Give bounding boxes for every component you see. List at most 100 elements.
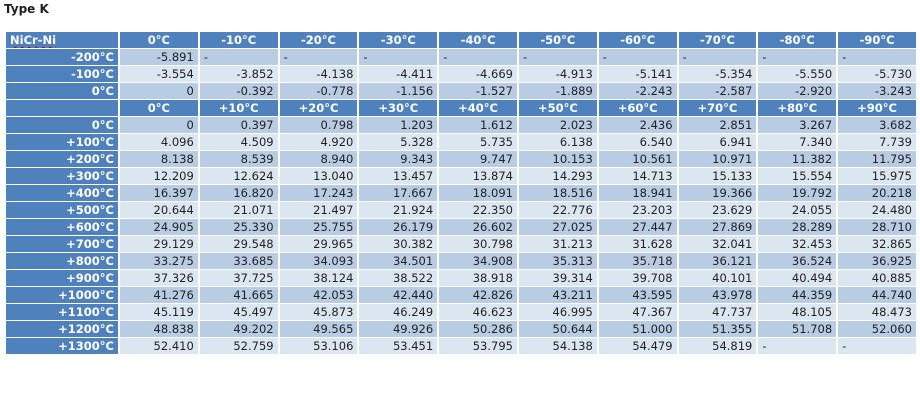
row-header: +900°C bbox=[6, 270, 118, 286]
column-header: +30°C bbox=[359, 100, 438, 116]
table-cell: 0.397 bbox=[199, 117, 278, 133]
table-cell: 12.624 bbox=[199, 168, 278, 184]
table-cell: 19.792 bbox=[758, 185, 837, 201]
table-cell: 54.819 bbox=[678, 338, 757, 354]
table-cell: 20.644 bbox=[120, 202, 198, 218]
table-cell: 18.941 bbox=[598, 185, 677, 201]
table-row: +300°C 12.209 12.624 13.040 13.457 13.874 14.2… bbox=[6, 168, 916, 184]
table-cell: 35.718 bbox=[598, 253, 677, 269]
table-cell: 38.918 bbox=[439, 270, 517, 286]
table-cell: 18.516 bbox=[518, 185, 597, 201]
table-cell: 29.548 bbox=[199, 236, 278, 252]
table-cell: -5.891 bbox=[120, 49, 198, 65]
negative-header-row: NiCr-Ni 0°C -10°C -20°C -30°C -40°C -50°C -60°C… bbox=[6, 32, 916, 48]
table-cell: 40.885 bbox=[838, 270, 916, 286]
table-cell: 35.313 bbox=[518, 253, 597, 269]
table-cell: -1.527 bbox=[439, 83, 517, 99]
table-cell: 49.926 bbox=[359, 321, 438, 337]
table-cell: 52.759 bbox=[199, 338, 278, 354]
row-header: +400°C bbox=[6, 185, 118, 201]
table-cell: 12.209 bbox=[120, 168, 198, 184]
table-row: +100°C 4.096 4.509 4.920 5.328 5.735 6.138 6.54… bbox=[6, 134, 916, 150]
table-cell: 32.041 bbox=[678, 236, 757, 252]
table-cell: - bbox=[758, 338, 837, 354]
table-cell: - bbox=[838, 49, 916, 65]
table-cell: -2.920 bbox=[758, 83, 837, 99]
table-cell: 8.138 bbox=[120, 151, 198, 167]
table-cell: 14.713 bbox=[598, 168, 677, 184]
table-row: +700°C 29.129 29.548 29.965 30.382 30.798 31.2… bbox=[6, 236, 916, 252]
table-cell: 34.501 bbox=[359, 253, 438, 269]
table-cell: 43.211 bbox=[518, 287, 597, 303]
table-cell: 36.121 bbox=[678, 253, 757, 269]
table-cell: 39.708 bbox=[598, 270, 677, 286]
column-header: -40°C bbox=[439, 32, 517, 48]
table-cell: 21.924 bbox=[359, 202, 438, 218]
table-cell: 4.096 bbox=[120, 134, 198, 150]
row-header: -100°C bbox=[6, 66, 118, 82]
table-row: +1300°C 52.410 52.759 53.106 53.451 53.795 54.… bbox=[6, 338, 916, 354]
positive-header-row: 0°C +10°C +20°C +30°C +40°C +50°C +60°C +70°C +8… bbox=[6, 100, 916, 116]
table-cell: 7.739 bbox=[838, 134, 916, 150]
table-cell: 44.740 bbox=[838, 287, 916, 303]
negative-corner-cell: NiCr-Ni bbox=[6, 32, 118, 48]
table-row: +600°C 24.905 25.330 25.755 26.179 26.602 27.0… bbox=[6, 219, 916, 235]
table-cell: 28.289 bbox=[758, 219, 837, 235]
table-cell: 11.795 bbox=[838, 151, 916, 167]
table-row: +500°C 20.644 21.071 21.497 21.924 22.350 22.7… bbox=[6, 202, 916, 218]
table-cell: 14.293 bbox=[518, 168, 597, 184]
table-cell: 52.410 bbox=[120, 338, 198, 354]
column-header: -20°C bbox=[279, 32, 358, 48]
table-cell: - bbox=[838, 338, 916, 354]
column-header: -60°C bbox=[598, 32, 677, 48]
table-cell: 51.000 bbox=[598, 321, 677, 337]
table-cell: 20.218 bbox=[838, 185, 916, 201]
table-cell: 49.565 bbox=[279, 321, 358, 337]
table-cell: -4.411 bbox=[359, 66, 438, 82]
table-cell: 49.202 bbox=[199, 321, 278, 337]
table-cell: 13.874 bbox=[439, 168, 517, 184]
table-cell: - bbox=[359, 49, 438, 65]
table-cell: - bbox=[758, 49, 837, 65]
row-header: +800°C bbox=[6, 253, 118, 269]
table-cell: 24.480 bbox=[838, 202, 916, 218]
row-header: +1200°C bbox=[6, 321, 118, 337]
table-cell: 45.873 bbox=[279, 304, 358, 320]
corner-label: NiCr-Ni bbox=[10, 33, 57, 47]
row-header: +500°C bbox=[6, 202, 118, 218]
table-cell: 42.053 bbox=[279, 287, 358, 303]
table-cell: 50.644 bbox=[518, 321, 597, 337]
table-cell: 6.941 bbox=[678, 134, 757, 150]
table-cell: -1.156 bbox=[359, 83, 438, 99]
table-cell: 23.629 bbox=[678, 202, 757, 218]
table-cell: -3.852 bbox=[199, 66, 278, 82]
table-cell: 32.865 bbox=[838, 236, 916, 252]
column-header: 0°C bbox=[120, 32, 198, 48]
column-header: -70°C bbox=[678, 32, 757, 48]
table-cell: 10.971 bbox=[678, 151, 757, 167]
positive-corner-cell bbox=[6, 100, 118, 116]
table-cell: 42.440 bbox=[359, 287, 438, 303]
table-cell: 15.554 bbox=[758, 168, 837, 184]
table-cell: 41.665 bbox=[199, 287, 278, 303]
table-cell: 45.497 bbox=[199, 304, 278, 320]
row-header: +200°C bbox=[6, 151, 118, 167]
row-header: +100°C bbox=[6, 134, 118, 150]
table-cell: -5.354 bbox=[678, 66, 757, 82]
table-cell: -4.138 bbox=[279, 66, 358, 82]
table-cell: 4.920 bbox=[279, 134, 358, 150]
table-cell: 36.524 bbox=[758, 253, 837, 269]
table-cell: 13.040 bbox=[279, 168, 358, 184]
table-cell: - bbox=[199, 49, 278, 65]
table-cell: 46.249 bbox=[359, 304, 438, 320]
table-cell: 15.133 bbox=[678, 168, 757, 184]
table-cell: 47.737 bbox=[678, 304, 757, 320]
table-row: -200°C -5.891- - - - - - - - - bbox=[6, 49, 916, 65]
table-title: Type K bbox=[4, 2, 49, 16]
table-cell: 53.451 bbox=[359, 338, 438, 354]
table-cell: 17.667 bbox=[359, 185, 438, 201]
table-cell: 38.124 bbox=[279, 270, 358, 286]
table-cell: 48.105 bbox=[758, 304, 837, 320]
table-cell: 25.330 bbox=[199, 219, 278, 235]
table-cell: 42.826 bbox=[439, 287, 517, 303]
